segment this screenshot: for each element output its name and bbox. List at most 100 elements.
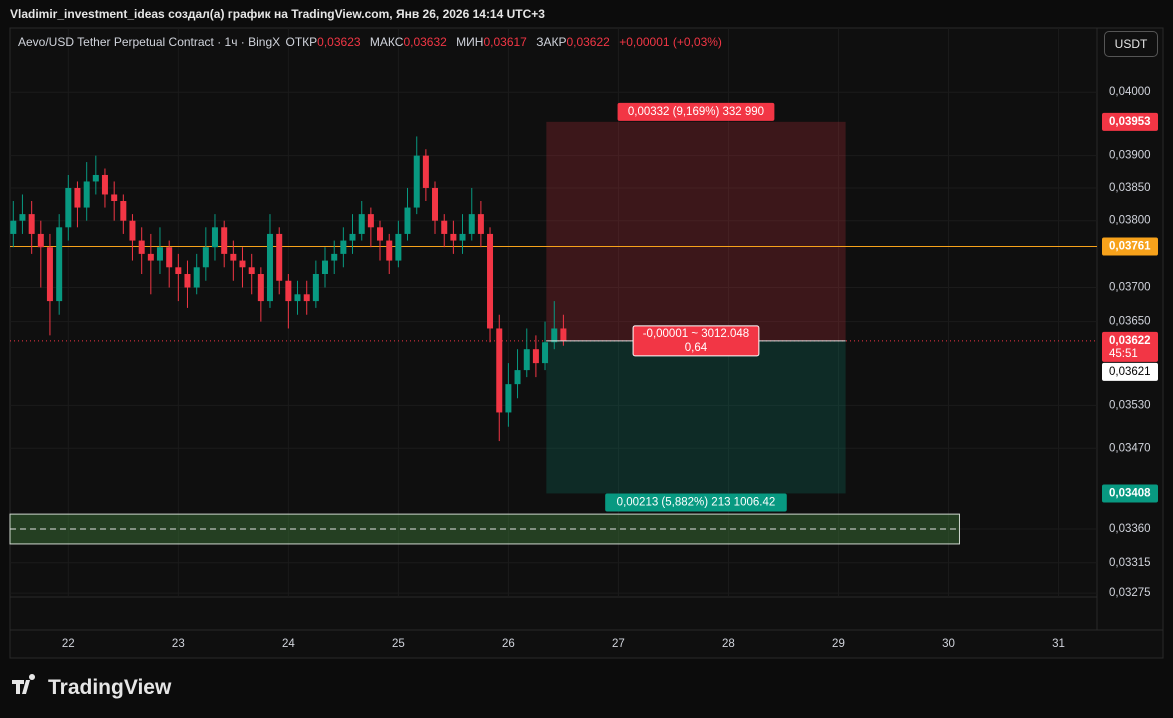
candle-body — [239, 260, 246, 268]
position-label-bg — [605, 493, 787, 512]
candle-body — [156, 247, 163, 261]
candle-body — [184, 274, 191, 288]
candle-body — [19, 214, 26, 221]
x-tick-label: 23 — [172, 638, 185, 650]
high-label: МАКС — [369, 35, 404, 49]
candle-body — [56, 227, 63, 302]
candle-body — [294, 294, 301, 302]
candle-body — [432, 187, 439, 221]
price-badge-label: 0,03761 — [1109, 241, 1151, 253]
candle-body — [477, 214, 484, 234]
x-tick-label: 29 — [832, 638, 845, 650]
candle-body — [175, 267, 182, 275]
candle-body — [83, 181, 90, 208]
candle-body — [46, 247, 53, 302]
x-tick-label: 26 — [502, 638, 515, 650]
candle-body — [468, 214, 475, 234]
currency-button[interactable]: USDT — [1104, 31, 1158, 57]
price-badge-label: 0,03621 — [1109, 366, 1151, 378]
candle-body — [92, 174, 99, 182]
position-sublabel: 0,64 — [685, 342, 708, 354]
candle-body — [230, 253, 237, 261]
candle-body — [331, 253, 338, 261]
candle-body — [138, 240, 145, 254]
stop-area — [546, 121, 846, 341]
close-label: ЗАКР — [536, 35, 567, 49]
close-value: 0,03622 — [566, 35, 610, 49]
y-tick-label: 0,03700 — [1109, 282, 1151, 294]
price-badge-label: 0,03408 — [1109, 487, 1151, 499]
candle-body — [560, 328, 567, 341]
x-tick-label: 31 — [1052, 638, 1065, 650]
candle-body — [248, 267, 255, 275]
y-tick-label: 0,03850 — [1109, 182, 1151, 194]
position-label: -0,00001 ~ 3012.048 — [643, 328, 749, 340]
x-tick-label: 28 — [722, 638, 735, 650]
candle-body — [395, 233, 402, 261]
legend: Aevo/USD Tether Perpetual Contract · 1ч … — [18, 35, 728, 49]
candle-body — [312, 274, 319, 302]
y-tick-label: 0,03800 — [1109, 215, 1151, 227]
position-label: 0,00332 (9,169%) 332 990 — [628, 106, 764, 118]
candle-body — [532, 349, 539, 364]
price-badge — [1102, 362, 1158, 381]
open-value: 0,03623 — [317, 35, 361, 49]
x-tick-label: 25 — [392, 638, 405, 650]
candle-body — [441, 220, 448, 234]
candle-body — [257, 274, 264, 302]
brand: TradingView — [48, 676, 172, 699]
x-tick-label: 22 — [62, 638, 75, 650]
header: Vladimir_investment_ideas создал(а) граф… — [10, 7, 545, 21]
x-tick-label: 30 — [942, 638, 955, 650]
price-badge-sublabel: 45:51 — [1109, 348, 1138, 360]
candle-body — [459, 233, 466, 241]
candle-body — [276, 233, 283, 281]
price-badge-label: 0,03953 — [1109, 116, 1151, 128]
candle-body — [120, 201, 127, 221]
candle-body — [166, 247, 173, 268]
price-badge — [1102, 331, 1158, 362]
candle-body — [340, 240, 347, 254]
price-badge — [1102, 112, 1158, 131]
chart-panel — [9, 27, 1164, 659]
price-badge — [1102, 484, 1158, 503]
candle-body — [450, 233, 457, 241]
y-tick-label: 0,03650 — [1109, 316, 1151, 328]
candle-body — [266, 233, 273, 302]
candle-body — [28, 214, 35, 234]
position-label-bg — [617, 102, 775, 121]
candle-body — [367, 214, 374, 228]
candle-body — [74, 187, 81, 208]
candle-body — [358, 214, 365, 234]
high-value: 0,03632 — [403, 35, 447, 49]
brand-logo — [12, 674, 36, 694]
candle-body — [321, 260, 328, 275]
low-label: МИН — [456, 35, 484, 49]
y-tick-label: 0,03470 — [1109, 442, 1151, 454]
candle-body — [496, 328, 503, 413]
symbol: Aevo/USD Tether Perpetual Contract · 1ч … — [18, 35, 281, 49]
candle-body — [505, 384, 512, 413]
candle-body — [285, 280, 292, 302]
y-tick-label: 0,03315 — [1109, 557, 1151, 569]
price-badge-label: 0,03622 — [1109, 335, 1151, 347]
candle-body — [202, 247, 209, 268]
candle-body — [542, 342, 549, 364]
y-tick-label: 0,03275 — [1109, 587, 1151, 599]
low-value: 0,03617 — [483, 35, 527, 49]
position-label: 0,00213 (5,882%) 213 1006.42 — [617, 496, 776, 508]
candle-body — [303, 294, 310, 302]
candle-body — [193, 267, 200, 288]
candle-body — [487, 233, 494, 329]
open-label: ОТКР — [285, 35, 318, 49]
y-tick-label: 0,03900 — [1109, 150, 1151, 162]
candle-body — [523, 349, 530, 371]
position-label-bg — [632, 325, 760, 357]
candle-body — [221, 227, 228, 254]
candle-body — [404, 207, 411, 234]
candle-body — [422, 155, 429, 188]
candle-body — [37, 233, 44, 248]
x-tick-label: 24 — [282, 638, 295, 650]
